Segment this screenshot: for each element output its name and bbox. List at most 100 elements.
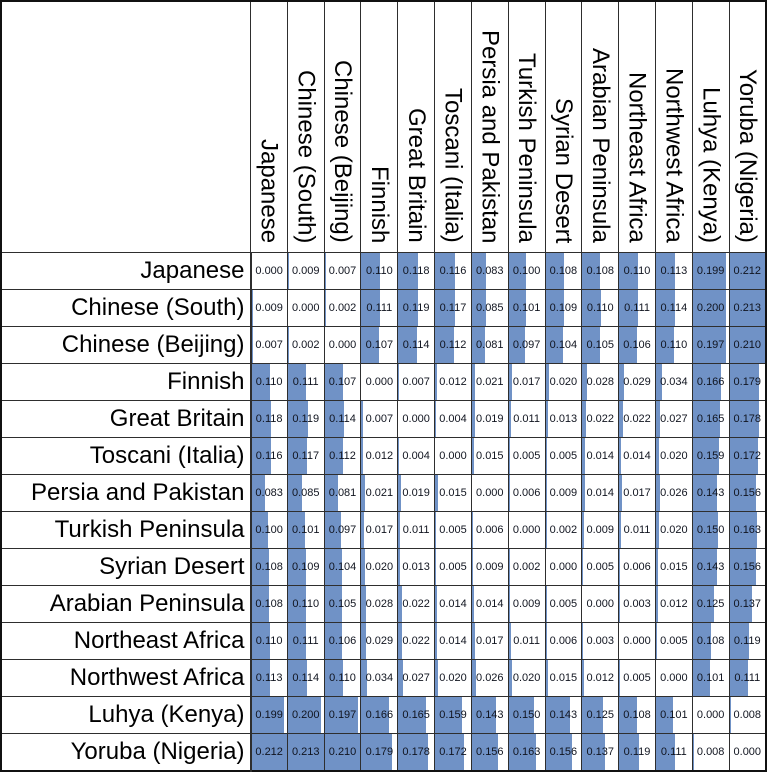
matrix-cell: 0.143	[545, 697, 582, 734]
matrix-cell: 0.020	[655, 512, 692, 549]
matrix-cell: 0.100	[508, 253, 545, 290]
cell-value: 0.081	[476, 339, 504, 351]
matrix-cell: 0.004	[398, 438, 435, 475]
cell-value: 0.150	[697, 524, 725, 536]
row-header: Turkish Peninsula	[1, 512, 251, 549]
matrix-cell: 0.111	[619, 290, 656, 327]
matrix-cell: 0.119	[619, 734, 656, 771]
cell-value: 0.212	[255, 746, 283, 758]
data-bar	[582, 512, 584, 548]
matrix-cell: 0.000	[619, 623, 656, 660]
row-header: Great Britain	[1, 401, 251, 438]
cell-value: 0.014	[439, 598, 467, 610]
matrix-cell: 0.005	[435, 512, 472, 549]
matrix-cell: 0.014	[619, 438, 656, 475]
column-header: Persia and Pakistan	[471, 1, 508, 253]
matrix-cell: 0.007	[361, 401, 398, 438]
column-header-label: Chinese (Beijing)	[330, 60, 355, 247]
cell-value: 0.007	[329, 265, 357, 277]
matrix-cell: 0.081	[471, 327, 508, 364]
matrix-cell: 0.111	[361, 290, 398, 327]
cell-value: 0.006	[476, 524, 504, 536]
cell-value: 0.119	[292, 413, 319, 425]
cell-value: 0.009	[586, 524, 614, 536]
cell-value: 0.156	[734, 561, 762, 573]
cell-value: 0.108	[255, 561, 283, 573]
matrix-cell: 0.100	[251, 512, 288, 549]
data-bar	[619, 549, 620, 585]
cell-value: 0.109	[550, 302, 578, 314]
matrix-cell: 0.110	[324, 660, 361, 697]
cell-value: 0.014	[586, 450, 614, 462]
cell-value: 0.119	[403, 302, 430, 314]
cell-value: 0.114	[403, 339, 430, 351]
cell-value: 0.104	[550, 339, 578, 351]
matrix-cell: 0.011	[508, 623, 545, 660]
cell-value: 0.165	[697, 413, 725, 425]
matrix-cell: 0.020	[545, 364, 582, 401]
matrix-cell: 0.026	[655, 475, 692, 512]
cell-value: 0.021	[366, 487, 394, 499]
cell-value: 0.172	[734, 450, 762, 462]
matrix-cell: 0.007	[398, 364, 435, 401]
matrix-cell: 0.014	[471, 586, 508, 623]
cell-value: 0.011	[624, 524, 651, 536]
matrix-cell: 0.028	[361, 586, 398, 623]
data-bar	[509, 660, 512, 696]
cell-value: 0.117	[440, 302, 467, 314]
matrix-cell: 0.111	[287, 364, 324, 401]
cell-value: 0.029	[366, 635, 394, 647]
matrix-cell: 0.000	[508, 512, 545, 549]
cell-value: 0.009	[550, 487, 578, 499]
matrix-cell: 0.009	[582, 512, 619, 549]
cell-value: 0.002	[292, 339, 320, 351]
matrix-cell: 0.034	[361, 660, 398, 697]
row-header: Yoruba (Nigeria)	[1, 734, 251, 771]
matrix-cell: 0.083	[471, 253, 508, 290]
matrix-cell: 0.178	[729, 401, 766, 438]
matrix-cell: 0.007	[324, 253, 361, 290]
matrix-cell: 0.012	[582, 660, 619, 697]
matrix-cell: 0.003	[582, 623, 619, 660]
data-bar	[435, 623, 437, 659]
data-bar	[252, 290, 253, 326]
matrix-cell: 0.005	[582, 549, 619, 586]
cell-value: 0.012	[439, 376, 467, 388]
matrix-cell: 0.006	[471, 512, 508, 549]
cell-value: 0.085	[292, 487, 320, 499]
cell-value: 0.200	[697, 302, 725, 314]
cell-value: 0.108	[255, 598, 283, 610]
matrix-cell: 0.159	[435, 697, 472, 734]
row-header: Persia and Pakistan	[1, 475, 251, 512]
data-bar	[619, 475, 622, 511]
cell-value: 0.009	[513, 598, 541, 610]
matrix-cell: 0.212	[729, 253, 766, 290]
matrix-cell: 0.200	[692, 290, 729, 327]
data-bar	[435, 549, 436, 585]
data-bar	[435, 512, 436, 548]
matrix-cell: 0.013	[545, 401, 582, 438]
matrix-cell: 0.213	[287, 734, 324, 771]
matrix-cell: 0.022	[582, 401, 619, 438]
matrix-cell: 0.108	[545, 253, 582, 290]
matrix-cell: 0.113	[655, 253, 692, 290]
matrix-cell: 0.101	[692, 660, 729, 697]
matrix-cell: 0.165	[398, 697, 435, 734]
column-header: Turkish Peninsula	[508, 1, 545, 253]
cell-value: 0.020	[660, 450, 688, 462]
cell-value: 0.020	[513, 672, 541, 684]
row-header: Northwest Africa	[1, 660, 251, 697]
cell-value: 0.110	[256, 376, 283, 388]
matrix-cell: 0.114	[324, 401, 361, 438]
matrix-cell: 0.104	[324, 549, 361, 586]
cell-value: 0.007	[366, 413, 394, 425]
cell-value: 0.163	[513, 746, 541, 758]
matrix-cell: 0.114	[655, 290, 692, 327]
matrix-cell: 0.085	[287, 475, 324, 512]
cell-value: 0.020	[660, 524, 688, 536]
